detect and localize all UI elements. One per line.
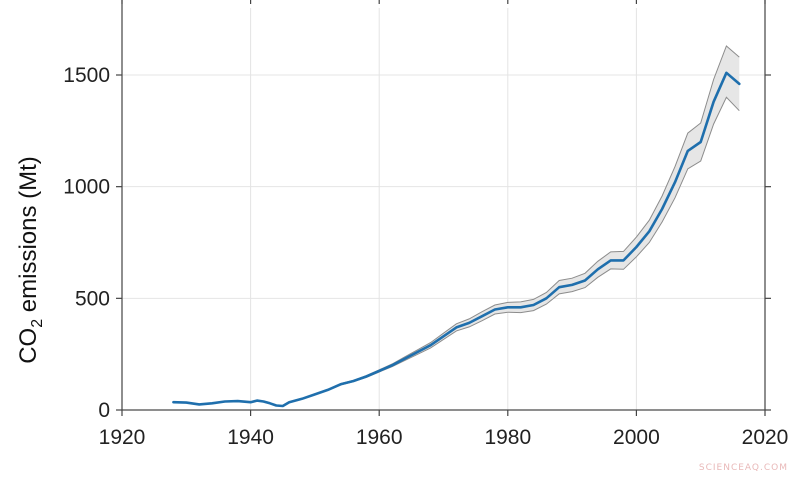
uncertainty-band-0 (173, 46, 740, 406)
series-line-group (172, 71, 741, 408)
x-tick-label-1960: 1960 (356, 426, 403, 449)
y-axis-label-subscript: 2 (29, 319, 46, 328)
y-tick-label-1000: 1000 (63, 176, 110, 199)
x-tick-label-1920: 1920 (99, 426, 146, 449)
axes (116, 0, 771, 416)
uncertainty-lower-edge-0 (173, 96, 740, 407)
y-tick-label-0: 0 (98, 399, 110, 422)
x-tick-label-2020: 2020 (742, 426, 789, 449)
y-axis-label: CO2 emissions (Mt) (15, 156, 46, 364)
y-tick-label-500: 500 (75, 287, 110, 310)
y-axis-label-rest: emissions (Mt) (15, 156, 42, 319)
y-tick-label-1500: 1500 (63, 64, 110, 87)
tick-labels: 1920 1940 1960 1980 2000 2020 0 500 1000 1500 (63, 64, 788, 449)
x-tick-label-2000: 2000 (613, 426, 660, 449)
watermark-text: SCIENCEAQ.COM (699, 463, 788, 473)
uncertainty-band-group (173, 45, 740, 407)
x-tick-label-1980: 1980 (484, 426, 531, 449)
grid (122, 8, 765, 410)
axes-frame (121, 0, 766, 411)
series-line-0 (172, 71, 741, 408)
x-tick-label-1940: 1940 (227, 426, 274, 449)
y-axis-label-main: CO (15, 328, 42, 364)
